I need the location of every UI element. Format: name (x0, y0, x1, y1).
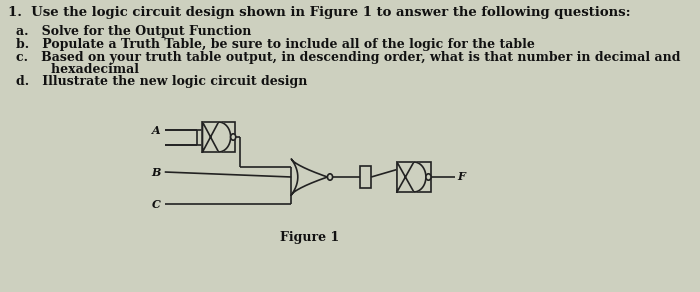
Text: b.   Populate a Truth Table, be sure to include all of the logic for the table: b. Populate a Truth Table, be sure to in… (16, 38, 535, 51)
Bar (202, 122, 234, 152)
Text: B: B (151, 166, 161, 178)
Text: c.   Based on your truth table output, in descending order, what is that number : c. Based on your truth table output, in … (16, 51, 680, 64)
Polygon shape (397, 162, 426, 192)
Circle shape (328, 174, 332, 180)
Polygon shape (202, 122, 230, 152)
Text: F: F (458, 171, 466, 182)
Circle shape (426, 174, 431, 180)
Text: Figure 1: Figure 1 (280, 230, 339, 244)
Text: hexadecimal: hexadecimal (16, 63, 139, 76)
Polygon shape (291, 159, 328, 195)
Text: 1.  Use the logic circuit design shown in Figure 1 to answer the following quest: 1. Use the logic circuit design shown in… (8, 6, 631, 19)
Bar (360, 166, 371, 188)
Bar (397, 162, 430, 192)
Circle shape (230, 134, 236, 140)
Text: A: A (152, 124, 161, 135)
Text: a.   Solve for the Output Function: a. Solve for the Output Function (16, 25, 251, 38)
Text: C: C (152, 199, 161, 209)
Text: d.   Illustrate the new logic circuit design: d. Illustrate the new logic circuit desi… (16, 75, 307, 88)
